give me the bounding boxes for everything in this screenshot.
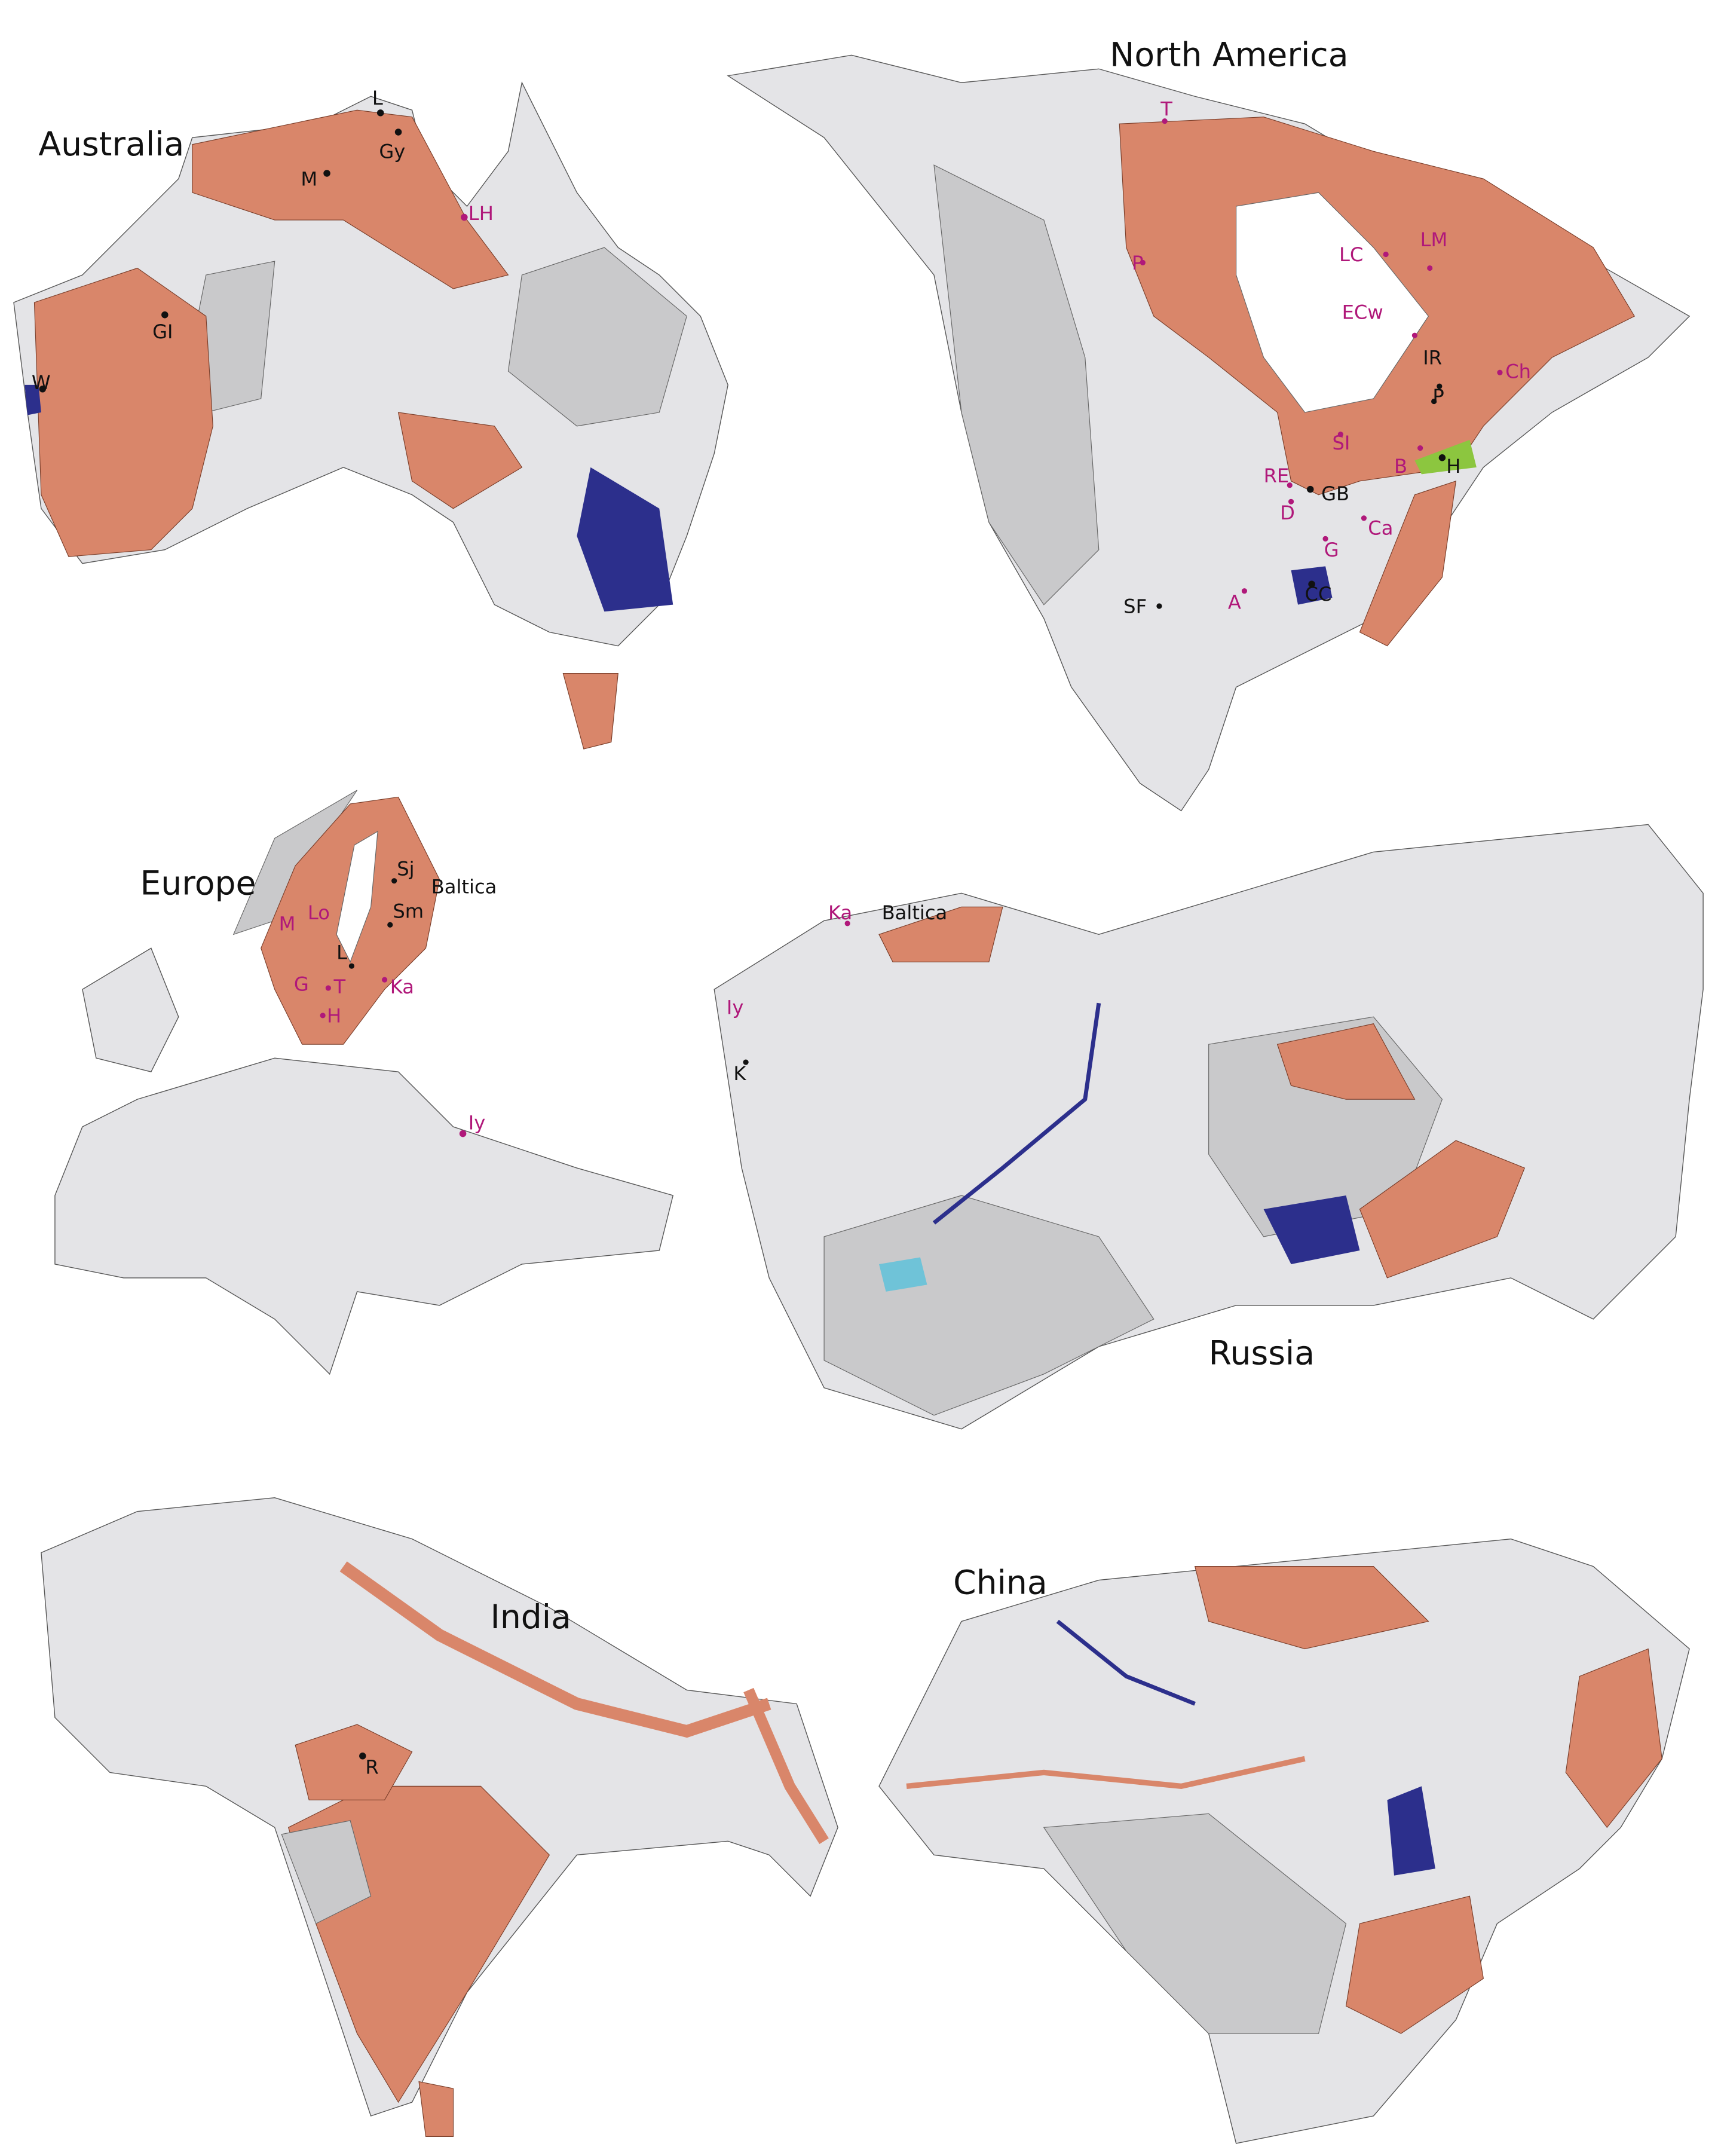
europe-uk bbox=[82, 947, 179, 1072]
russia-cyan-lake bbox=[879, 1257, 927, 1292]
china-title: China bbox=[953, 1564, 1048, 1603]
label-T: T bbox=[333, 975, 346, 998]
india-central-shield bbox=[295, 1724, 413, 1800]
label-LM: LM bbox=[1420, 228, 1448, 251]
china-southeast-shield bbox=[1345, 1895, 1484, 2034]
india-map: India R bbox=[41, 1497, 838, 2137]
label-G: G bbox=[1324, 539, 1339, 561]
deccan-traps bbox=[281, 1820, 372, 1925]
label-LH: LH bbox=[468, 202, 494, 225]
aldan-shield bbox=[1276, 1023, 1416, 1100]
gulf-of-bothnia bbox=[336, 830, 378, 963]
china-east-shield bbox=[1565, 1648, 1662, 1828]
label-Iy: Iy bbox=[727, 996, 744, 1019]
label-L: L bbox=[336, 941, 347, 964]
north-america-cordillera bbox=[933, 164, 1100, 605]
russia-east-shield bbox=[1359, 1140, 1526, 1279]
label-Sm: Sm bbox=[393, 900, 424, 923]
label-K: K bbox=[733, 1062, 746, 1085]
urals-belt bbox=[932, 1002, 1101, 1225]
label-D: D bbox=[1280, 501, 1295, 524]
label-SF: SF bbox=[1123, 595, 1147, 617]
appalachian-shield bbox=[1359, 480, 1457, 647]
label-Ch: Ch bbox=[1505, 360, 1531, 383]
australia-title: Australia bbox=[38, 126, 184, 164]
grenville-green-unit bbox=[1414, 439, 1477, 475]
australia-east-gray bbox=[507, 247, 687, 427]
label-A: A bbox=[1228, 591, 1241, 614]
label-H: H bbox=[327, 1004, 341, 1027]
label-P-east: P bbox=[1432, 385, 1444, 408]
china-map: China bbox=[878, 1538, 1690, 2144]
label-Ca: Ca bbox=[1368, 516, 1393, 539]
label-RE: RE bbox=[1264, 464, 1290, 487]
label-Baltica: Baltica bbox=[882, 901, 948, 924]
hudson-bay bbox=[1236, 192, 1429, 413]
label-Ka: Ka bbox=[390, 975, 414, 998]
russia-title: Russia bbox=[1209, 1335, 1315, 1373]
europe-title: Europe bbox=[140, 865, 256, 903]
label-H: H bbox=[1446, 455, 1460, 478]
russia-south-gray bbox=[823, 1195, 1155, 1416]
label-W: W bbox=[32, 371, 51, 394]
kola-shield bbox=[878, 906, 1003, 962]
label-Ka: Ka bbox=[828, 901, 852, 924]
label-Lo: Lo bbox=[308, 901, 330, 924]
australia-central-shield bbox=[397, 412, 523, 509]
russia-map: Russia Ka Baltica Iy K bbox=[713, 824, 1704, 1430]
label-Baltica: Baltica bbox=[431, 875, 497, 898]
russia-navy-unit bbox=[1263, 1195, 1360, 1264]
label-SI: SI bbox=[1333, 432, 1351, 454]
china-shield-belt bbox=[906, 1756, 1306, 1790]
label-LC: LC bbox=[1339, 243, 1363, 266]
north-america-map: North America T P LC LM ECw IR P Ch SI B… bbox=[727, 36, 1691, 812]
sri-lanka bbox=[418, 2081, 454, 2137]
australia-map: Australia L Gy M LH GI W bbox=[13, 81, 728, 750]
label-IR: IR bbox=[1423, 346, 1442, 369]
india-title: India bbox=[491, 1598, 571, 1637]
label-P: P bbox=[1132, 252, 1143, 274]
label-M: M bbox=[279, 912, 296, 935]
australia-tasmania bbox=[562, 673, 618, 750]
label-ECw: ECw bbox=[1342, 301, 1383, 324]
label-T: T bbox=[1160, 97, 1172, 120]
label-L: L bbox=[372, 87, 383, 109]
australia-navy-west bbox=[25, 384, 41, 415]
europe-map: Europe Sj Baltica Sm M Lo L G T Ka H Iy bbox=[54, 790, 674, 1375]
china-north-shield bbox=[1194, 1566, 1429, 1650]
china-navy-belt bbox=[1056, 1619, 1196, 1706]
burma-belt bbox=[743, 1687, 829, 1845]
china-navy-units bbox=[1387, 1786, 1435, 1876]
label-Iy: Iy bbox=[468, 1112, 486, 1134]
himalaya-belt bbox=[339, 1561, 771, 1738]
label-Sj: Sj bbox=[397, 857, 414, 880]
label-CC: CC bbox=[1305, 583, 1332, 605]
label-GI: GI bbox=[152, 320, 173, 343]
label-R: R bbox=[365, 1756, 378, 1779]
north-america-title: North America bbox=[1110, 36, 1348, 75]
label-GB: GB bbox=[1321, 482, 1349, 505]
europe-continent bbox=[54, 1057, 674, 1375]
label-Gy: Gy bbox=[379, 140, 405, 163]
label-M: M bbox=[301, 168, 317, 191]
label-B: B bbox=[1394, 455, 1407, 478]
australia-navy-units bbox=[577, 467, 673, 612]
australia-north-shield bbox=[192, 109, 509, 289]
china-south-gray bbox=[1043, 1813, 1347, 2034]
label-G: G bbox=[294, 973, 309, 996]
australia-west-shield bbox=[33, 267, 213, 557]
